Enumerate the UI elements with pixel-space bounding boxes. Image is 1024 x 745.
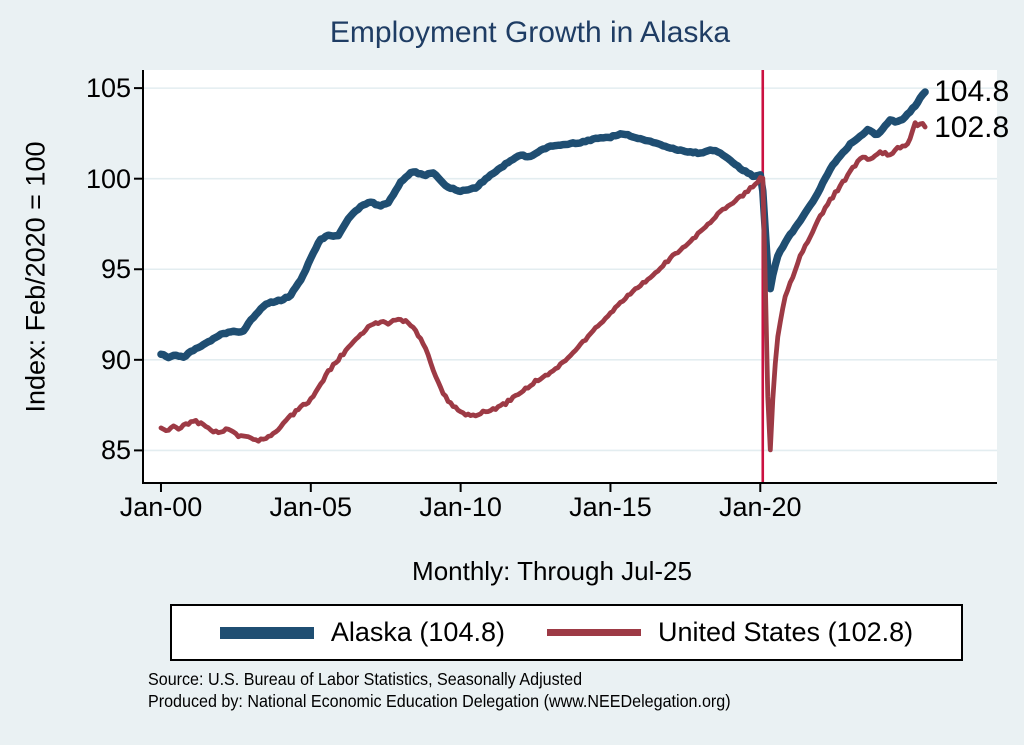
legend-label-alaska: Alaska (104.8) bbox=[330, 617, 505, 647]
source-note-line-1: Source: U.S. Bureau of Labor Statistics,… bbox=[148, 669, 583, 689]
alaska-line bbox=[157, 88, 929, 362]
y-tick-label-85: 85 bbox=[100, 435, 131, 466]
x-tick-label-Jan-15: Jan-15 bbox=[569, 492, 652, 522]
us-line-swatch bbox=[546, 629, 641, 636]
x-axis-subtitle: Monthly: Through Jul-25 bbox=[412, 556, 692, 586]
alaska-line-swatch bbox=[219, 626, 314, 639]
chart-title: Employment Growth in Alaska bbox=[329, 16, 731, 49]
legend-label-us: United States (102.8) bbox=[657, 617, 914, 647]
legend-item-alaska: Alaska (104.8) bbox=[219, 617, 505, 648]
x-tick-label-Jan-10: Jan-10 bbox=[419, 492, 502, 522]
legend-item-us: United States (102.8) bbox=[546, 617, 914, 648]
x-tick-label-Jan-05: Jan-05 bbox=[269, 492, 353, 522]
y-tick-label-95: 95 bbox=[100, 254, 131, 285]
y-tick-label-100: 100 bbox=[85, 163, 131, 194]
source-note-line-2: Produced by: National Economic Education… bbox=[148, 691, 731, 711]
y-tick-label-105: 105 bbox=[85, 73, 131, 104]
y-tick-label-90: 90 bbox=[100, 344, 131, 375]
source-notes: Source: U.S. Bureau of Labor Statistics,… bbox=[148, 668, 731, 712]
x-tick-label-Jan-00: Jan-00 bbox=[119, 492, 203, 522]
legend: Alaska (104.8) United States (102.8) bbox=[170, 604, 963, 661]
x-tick-label-Jan-20: Jan-20 bbox=[718, 492, 802, 522]
series-end-label-us: 102.8 bbox=[934, 110, 1010, 144]
y-axis-title: Index: Feb/2020 = 100 bbox=[20, 141, 51, 413]
us-line bbox=[158, 120, 928, 453]
series-end-label-alaska: 104.8 bbox=[934, 74, 1010, 108]
